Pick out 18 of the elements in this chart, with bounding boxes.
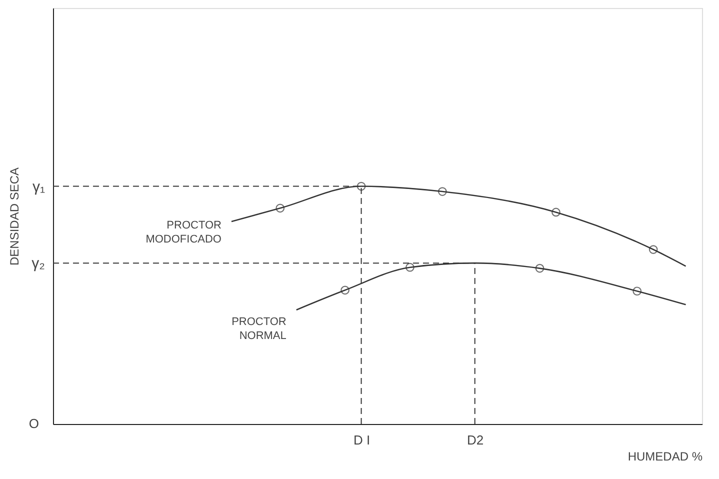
point	[535, 264, 544, 273]
point	[632, 286, 642, 296]
x-tick-label: D I	[353, 432, 370, 448]
series-label: PROCTOR MODOFICADO	[146, 219, 222, 246]
x-tick-label: D2	[467, 432, 484, 448]
series-label: PROCTOR NORMAL	[232, 316, 286, 342]
point	[406, 262, 414, 272]
point	[552, 208, 560, 217]
point	[276, 204, 285, 213]
point	[438, 187, 447, 196]
x-axis-title: HUMEDAD %	[628, 450, 703, 464]
point	[648, 245, 658, 254]
ref-line-label: γ₂	[32, 255, 46, 272]
ref-line-label: γ₁	[32, 178, 45, 196]
point	[356, 182, 366, 191]
text: O	[28, 416, 39, 431]
point	[340, 286, 350, 295]
y-axis-title: DENSIDAD SECA	[8, 167, 22, 266]
